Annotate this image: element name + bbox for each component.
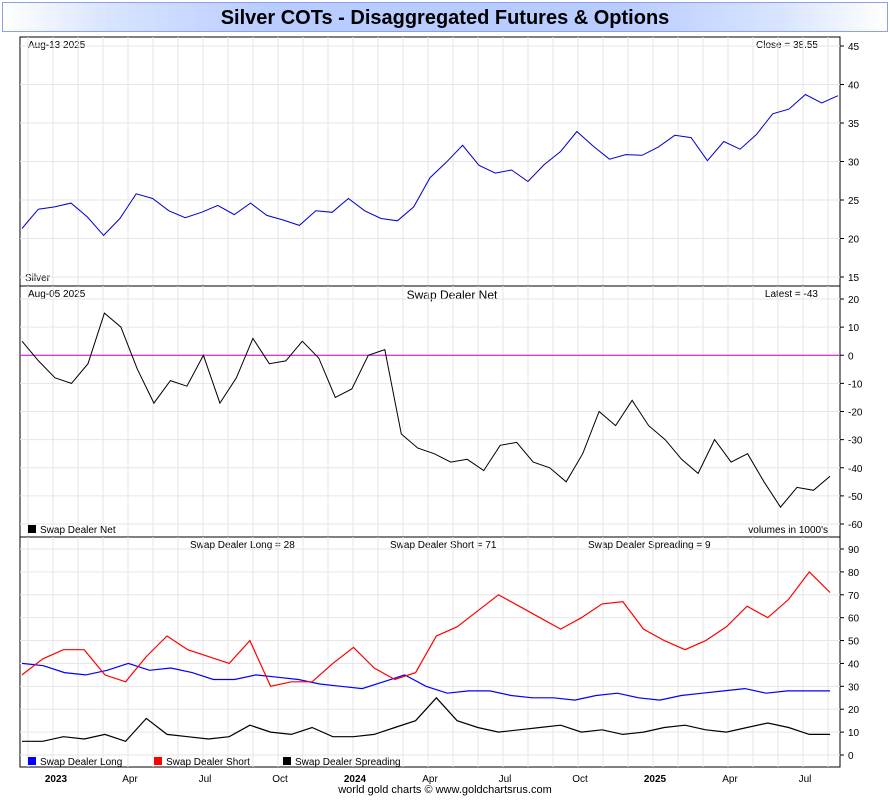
chart-title: Silver COTs - Disaggregated Futures & Op… xyxy=(220,7,670,29)
y-tick-label: 25 xyxy=(848,196,860,207)
y-tick-label: 40 xyxy=(848,659,860,670)
net-legend-swatch xyxy=(28,525,36,533)
spreading-legend-swatch xyxy=(283,757,291,765)
short-series-line xyxy=(21,570,831,687)
y-tick-label: 40 xyxy=(848,81,860,92)
y-tick-label: 70 xyxy=(848,591,860,602)
x-tick-label: Apr xyxy=(122,774,138,785)
net-latest-label: Latest = -43 xyxy=(765,289,819,300)
x-tick-label: 2024 xyxy=(344,774,367,785)
y-tick-label: 20 xyxy=(848,705,860,716)
long-legend-label: Swap Dealer Long xyxy=(40,757,122,768)
y-tick-label: 30 xyxy=(848,682,860,693)
y-tick-label: 90 xyxy=(848,545,860,556)
x-tick-label: Oct xyxy=(272,774,288,785)
y-tick-label: -40 xyxy=(848,464,863,475)
y-tick-label: 45 xyxy=(848,42,860,53)
y-tick-label: -20 xyxy=(848,408,863,419)
y-tick-label: 0 xyxy=(848,751,854,762)
short-legend-label: Swap Dealer Short xyxy=(166,757,250,768)
net-panel: Aug-05 2025 Swap Dealer Net Latest = -43… xyxy=(19,285,863,538)
x-tick-label: Apr xyxy=(422,774,438,785)
price-series-line xyxy=(21,93,839,237)
spreading-value-label: Swap Dealer Spreading = 9 xyxy=(588,540,711,551)
long-value-label: Swap Dealer Long = 28 xyxy=(190,540,295,551)
net-panel-title: Swap Dealer Net xyxy=(407,288,498,302)
short-legend-swatch xyxy=(154,757,162,765)
y-tick-label: 60 xyxy=(848,614,860,625)
net-y-axis: -60 -50 -40 -30 -20 -10 0 10 20 xyxy=(840,295,863,531)
x-axis: 2023 Apr Jul Oct 2024 Apr Jul Oct 2025 Apr Jul xyxy=(45,774,812,785)
y-tick-label: 10 xyxy=(848,728,860,739)
net-units-label: volumes in 1000's xyxy=(748,525,828,536)
positions-y-axis: 0 10 20 30 40 50 60 70 80 90 xyxy=(840,545,860,762)
price-grid xyxy=(20,37,840,286)
footer-credit: world gold charts © www.goldchartsrus.co… xyxy=(338,784,552,796)
x-tick-label: 2023 xyxy=(45,774,68,785)
x-tick-label: Oct xyxy=(572,774,588,785)
net-legend-label: Swap Dealer Net xyxy=(40,525,116,536)
y-tick-label: -30 xyxy=(848,436,863,447)
long-series-line xyxy=(21,662,830,701)
x-tick-label: Jul xyxy=(199,774,212,785)
y-tick-label: 0 xyxy=(848,351,854,362)
y-tick-label: 10 xyxy=(848,323,860,334)
spreading-legend-label: Swap Dealer Spreading xyxy=(295,757,401,768)
x-tick-label: Jul xyxy=(499,774,512,785)
x-tick-label: 2025 xyxy=(644,774,667,785)
positions-grid xyxy=(20,537,840,767)
price-y-axis: 15 20 25 30 35 40 45 xyxy=(840,42,860,284)
net-series-line xyxy=(21,312,831,508)
x-tick-label: Jul xyxy=(799,774,812,785)
positions-panel: Swap Dealer Long = 28 Swap Dealer Short … xyxy=(19,536,860,768)
y-tick-label: 15 xyxy=(848,273,860,284)
long-legend-swatch xyxy=(28,757,36,765)
y-tick-label: 20 xyxy=(848,235,860,246)
y-tick-label: 30 xyxy=(848,158,860,169)
y-tick-label: 20 xyxy=(848,295,860,306)
spreading-series-line xyxy=(22,696,830,742)
title-bar: Silver COTs - Disaggregated Futures & Op… xyxy=(2,2,888,32)
short-value-label: Swap Dealer Short = 71 xyxy=(390,540,497,551)
price-panel: Aug-13 2025 Close = 38.55 Silver 1520253… xyxy=(19,36,860,287)
x-tick-label: Apr xyxy=(722,774,738,785)
y-tick-label: 35 xyxy=(848,119,860,130)
y-tick-label: -60 xyxy=(848,520,863,531)
y-tick-label: 80 xyxy=(848,568,860,579)
y-tick-label: -50 xyxy=(848,492,863,503)
y-tick-label: -10 xyxy=(848,379,863,390)
y-tick-label: 50 xyxy=(848,637,860,648)
net-date-label: Aug-05 2025 xyxy=(28,289,86,300)
price-instrument-label: Silver xyxy=(25,273,51,284)
